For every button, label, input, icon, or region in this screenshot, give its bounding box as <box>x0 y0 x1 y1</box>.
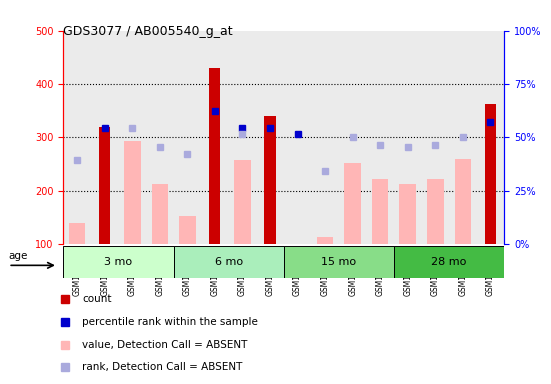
Text: 6 mo: 6 mo <box>214 257 243 267</box>
Bar <box>372 179 388 244</box>
Text: percentile rank within the sample: percentile rank within the sample <box>83 317 258 327</box>
Bar <box>394 246 504 278</box>
Bar <box>152 184 168 244</box>
Bar <box>344 163 361 244</box>
Bar <box>427 179 444 244</box>
Bar <box>399 184 416 244</box>
Text: GDS3077 / AB005540_g_at: GDS3077 / AB005540_g_at <box>63 25 233 38</box>
Bar <box>284 246 394 278</box>
Bar <box>209 68 220 244</box>
Bar <box>174 246 284 278</box>
Text: age: age <box>8 250 28 261</box>
Bar <box>124 141 141 244</box>
Bar <box>69 223 85 244</box>
Bar <box>455 159 471 244</box>
Text: 28 mo: 28 mo <box>431 257 467 267</box>
Bar <box>63 246 174 278</box>
Text: value, Detection Call = ABSENT: value, Detection Call = ABSENT <box>83 339 248 349</box>
Text: 3 mo: 3 mo <box>104 257 133 267</box>
Bar <box>264 116 276 244</box>
Text: count: count <box>83 294 112 304</box>
Bar <box>317 237 333 244</box>
Text: 15 mo: 15 mo <box>321 257 356 267</box>
Bar <box>99 127 110 244</box>
Bar <box>485 104 496 244</box>
Text: rank, Detection Call = ABSENT: rank, Detection Call = ABSENT <box>83 362 243 372</box>
Bar <box>234 160 251 244</box>
Bar <box>179 216 196 244</box>
